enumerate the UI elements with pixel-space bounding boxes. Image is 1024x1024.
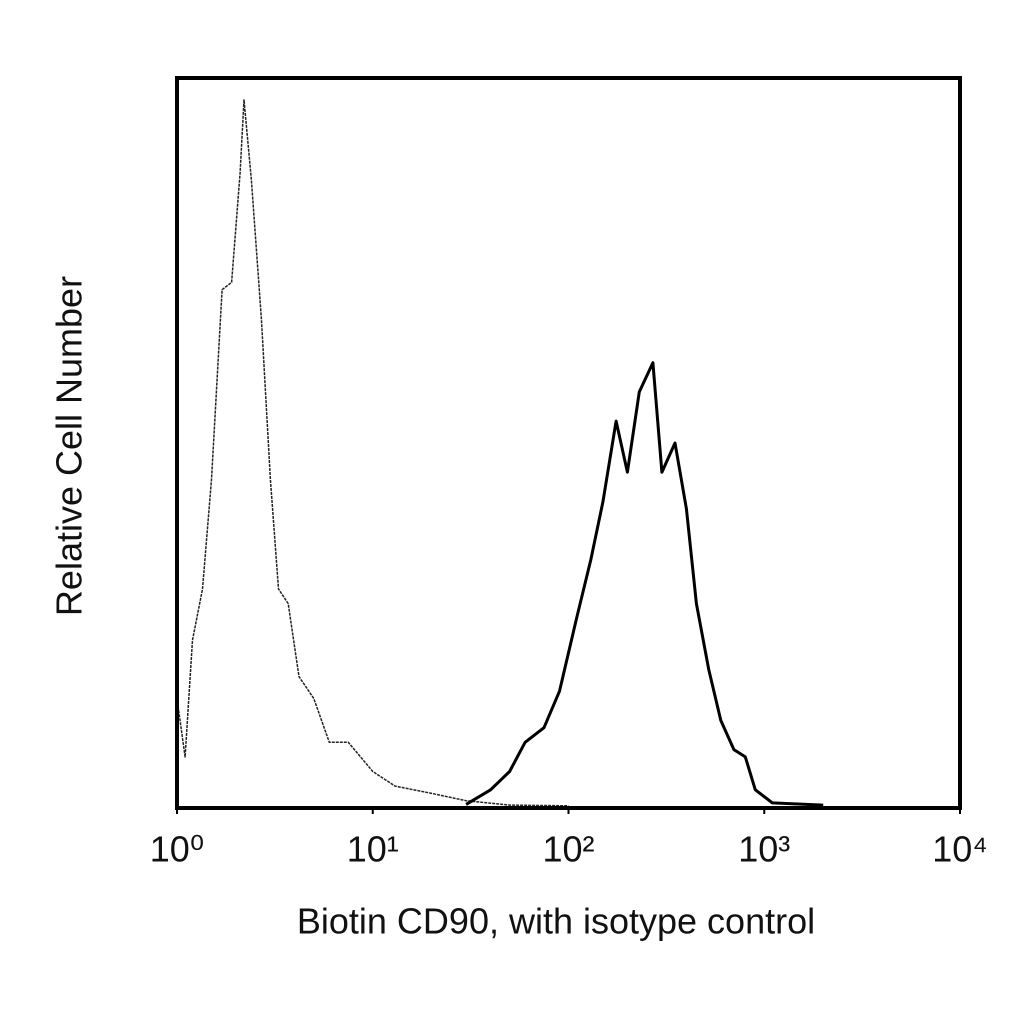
y-axis-label: Relative Cell Number xyxy=(49,276,90,616)
plot-frame xyxy=(175,76,962,810)
x-tick-label: 10⁰ xyxy=(150,829,204,870)
x-axis-label: Biotin CD90, with isotype control xyxy=(297,901,815,942)
histogram-line xyxy=(176,99,569,807)
x-tick-label: 10⁴ xyxy=(932,829,988,870)
x-tick-label: 10¹ xyxy=(347,829,399,870)
x-tick-label: 10³ xyxy=(738,829,790,870)
histogram-line xyxy=(465,361,824,807)
x-tick-label: 10² xyxy=(542,829,594,870)
